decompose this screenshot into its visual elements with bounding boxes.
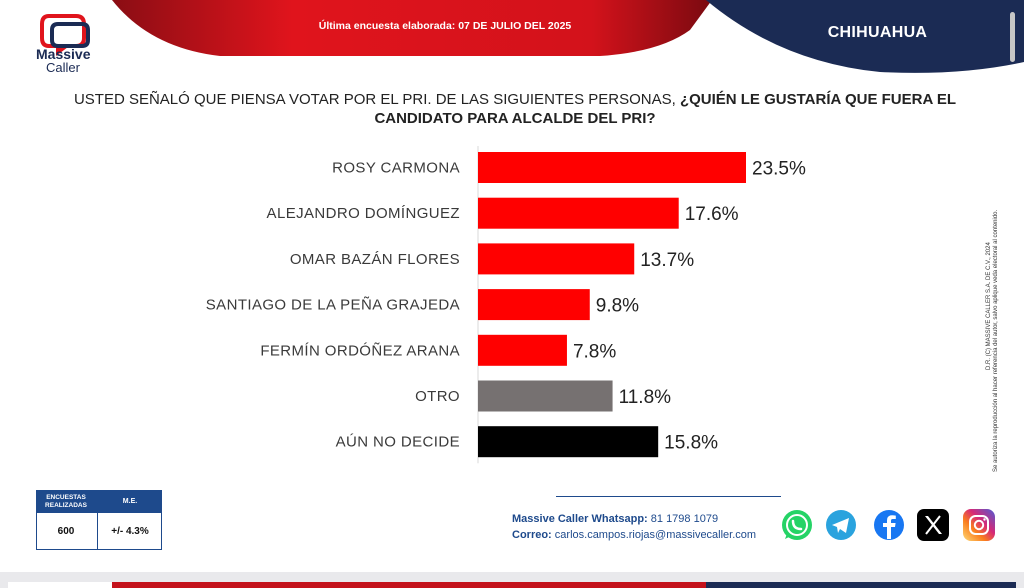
value-label: 7.8% — [573, 341, 616, 362]
contact-email: Correo: carlos.campos.riojas@massivecall… — [512, 529, 756, 541]
survey-date: Última encuesta elaborada: 07 DE JULIO D… — [300, 20, 590, 32]
brand-name-line2: Caller — [46, 60, 80, 75]
header-banner — [112, 0, 1024, 73]
question-part1: USTED SEÑALÓ QUE PIENSA VOTAR POR EL PRI… — [73, 91, 680, 108]
bar — [478, 197, 679, 229]
value-label: 15.8% — [664, 433, 718, 454]
category-label: AÚN NO DECIDE — [336, 434, 460, 451]
side-credit-line2: Se autoriza la reproducción al hacer ref… — [993, 209, 999, 472]
stats-margin-value: +/- 4.3% — [111, 526, 149, 537]
brand-name-line1: Massive — [36, 46, 91, 62]
scrollbar-thumb[interactable] — [1010, 12, 1015, 62]
stats-header-margin: M.E. — [122, 498, 138, 505]
whatsapp-label: Massive Caller Whatsapp: — [512, 513, 648, 525]
bar-chart: ROSY CARMONA 23.5% ALEJANDRO DOMÍNGUEZ 17.6… — [206, 146, 806, 464]
stats-divider — [97, 513, 98, 549]
whatsapp-number[interactable]: 81 1798 1079 — [647, 513, 719, 525]
question-text: USTED SEÑALÓ QUE PIENSA VOTAR POR EL PRI… — [40, 90, 990, 128]
value-label: 17.6% — [685, 204, 739, 225]
bar — [478, 289, 590, 321]
bar — [478, 152, 746, 183]
header-red-shape — [112, 0, 712, 56]
facebook-icon[interactable] — [872, 508, 906, 542]
bar — [478, 334, 567, 366]
massive-caller-logo — [40, 14, 90, 56]
category-label: OMAR BAZÁN FLORES — [290, 251, 460, 268]
stats-header-surveys-line1: ENCUESTAS — [46, 494, 86, 501]
value-label: 9.8% — [596, 296, 639, 317]
category-label: SANTIAGO DE LA PEÑA GRAJEDA — [206, 297, 460, 314]
survey-stats-table: ENCUESTAS REALIZADAS M.E. 600 +/- 4.3% — [36, 490, 162, 550]
stats-header-row: ENCUESTAS REALIZADAS M.E. — [37, 491, 161, 513]
value-label: 11.8% — [619, 387, 672, 408]
value-label: 13.7% — [640, 250, 694, 271]
bar — [478, 243, 635, 275]
side-credit-line1: D.R. (C) MASSIVE CALLER S.A. DE C.V., 20… — [986, 242, 992, 370]
x-icon[interactable] — [916, 508, 950, 542]
header-navy-shape — [706, 0, 1024, 73]
whatsapp-icon[interactable] — [780, 508, 814, 542]
report-card: Massive Caller Última encuesta elaborada… — [0, 0, 1024, 572]
stats-surveys-value: 600 — [57, 526, 75, 537]
stats-header-surveys-line2: REALIZADAS — [45, 502, 87, 509]
category-label: ROSY CARMONA — [332, 160, 460, 177]
category-label: OTRO — [415, 388, 460, 405]
question-part2: ¿QUIÉN LE GUSTARÍA QUE FUERA EL CANDIDAT… — [374, 91, 957, 127]
side-credit: D.R. (C) MASSIVE CALLER S.A. DE C.V., 20… — [985, 120, 999, 475]
bar — [478, 380, 613, 412]
next-page-strip — [0, 572, 1024, 588]
email-label: Correo: — [512, 529, 552, 541]
value-label: 23.5% — [752, 159, 806, 180]
email-address[interactable]: carlos.campos.riojas@massivecaller.com — [551, 529, 757, 541]
telegram-icon[interactable] — [824, 508, 858, 542]
state-name: CHIHUAHUA — [827, 24, 928, 41]
stats-header-surveys: ENCUESTAS REALIZADAS — [37, 494, 95, 510]
survey-date-value: 07 DE JULIO DEL 2025 — [458, 20, 572, 32]
category-label: ALEJANDRO DOMÍNGUEZ — [267, 205, 460, 222]
contact-whatsapp: Massive Caller Whatsapp: 81 1798 1079 — [512, 513, 718, 525]
contact-divider — [556, 496, 781, 497]
instagram-icon[interactable] — [962, 508, 996, 542]
survey-date-label: Última encuesta elaborada: — [318, 20, 459, 32]
category-label: FERMÍN ORDÓÑEZ ARANA — [260, 342, 460, 359]
bar — [478, 426, 659, 458]
